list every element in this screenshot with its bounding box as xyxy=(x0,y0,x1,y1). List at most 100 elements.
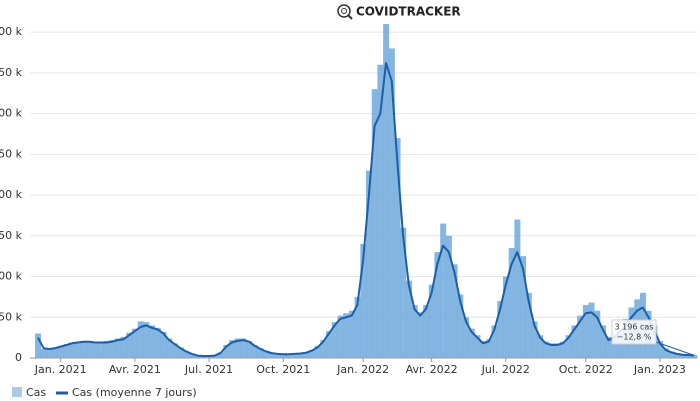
annotation-box xyxy=(611,319,657,345)
bar xyxy=(246,340,253,358)
bar xyxy=(354,296,361,358)
bar xyxy=(166,338,173,358)
bar xyxy=(520,256,527,358)
bar xyxy=(308,349,315,358)
bar xyxy=(40,349,47,358)
bar xyxy=(599,325,606,358)
bar xyxy=(86,340,93,358)
bar xyxy=(286,353,293,358)
bar xyxy=(343,313,350,358)
bar xyxy=(103,340,110,358)
bar xyxy=(291,353,298,358)
bar xyxy=(542,341,549,358)
bar xyxy=(417,312,424,358)
chart-title: COVIDTRACKER xyxy=(356,5,461,19)
bar xyxy=(154,327,161,358)
y-tick-label: 400 k xyxy=(0,25,23,38)
y-tick-label: 300 k xyxy=(0,107,23,120)
bar xyxy=(468,328,475,358)
bar xyxy=(80,340,87,358)
x-tick-label: Jul. 2021 xyxy=(184,363,233,376)
bar xyxy=(405,280,412,358)
bar xyxy=(679,354,686,358)
annotation-text: −12,8 % xyxy=(617,333,652,342)
bar xyxy=(274,353,281,358)
bar xyxy=(674,353,681,358)
bar xyxy=(171,343,178,358)
bar xyxy=(502,276,509,358)
bar xyxy=(320,340,327,358)
bar xyxy=(594,310,601,358)
bar xyxy=(268,352,275,358)
bar xyxy=(160,331,167,358)
bar xyxy=(280,353,287,358)
bar xyxy=(337,315,344,358)
bar xyxy=(97,341,104,358)
bar xyxy=(234,338,241,358)
bar xyxy=(531,321,538,358)
bar xyxy=(394,138,401,358)
bar xyxy=(657,340,664,358)
bar xyxy=(514,219,521,358)
x-tick-label: Oct. 2022 xyxy=(559,363,613,376)
bar xyxy=(400,227,407,358)
bar xyxy=(383,24,390,359)
x-tick-label: Oct. 2021 xyxy=(256,363,310,376)
bar xyxy=(189,353,196,358)
bar xyxy=(223,344,230,358)
logo xyxy=(337,4,353,20)
legend: Cas Cas (moyenne 7 jours) xyxy=(12,386,197,399)
bar xyxy=(331,322,338,358)
x-tick-label: Jul. 2022 xyxy=(481,363,530,376)
bar xyxy=(217,352,224,358)
y-tick-label: 0 xyxy=(15,351,22,364)
annotation-text: 3 196 cas xyxy=(615,323,654,332)
bar xyxy=(137,321,144,358)
y-tick-label: 50 k xyxy=(0,310,23,323)
bar xyxy=(485,339,492,358)
bar xyxy=(440,223,447,358)
y-tick-label: 100 k xyxy=(0,270,23,283)
bar xyxy=(371,89,378,359)
bar xyxy=(451,264,458,358)
bar xyxy=(143,322,150,358)
bar xyxy=(183,351,190,358)
bar xyxy=(577,315,584,358)
annotation-pointer xyxy=(655,341,695,356)
bar xyxy=(149,325,156,358)
series-line xyxy=(37,62,695,357)
bar xyxy=(662,348,669,358)
bar xyxy=(109,340,116,358)
x-tick-label: Jan. 2023 xyxy=(633,363,686,376)
bar xyxy=(132,328,139,358)
bar xyxy=(457,294,464,358)
bar xyxy=(411,305,418,358)
bar xyxy=(508,248,515,358)
bar xyxy=(240,338,247,358)
bar xyxy=(177,347,184,358)
bar xyxy=(229,340,236,358)
legend-label: Cas (moyenne 7 jours) xyxy=(72,386,197,399)
bar xyxy=(263,350,270,358)
bar xyxy=(251,344,258,358)
bar xyxy=(423,305,430,358)
x-tick-label: Avr. 2022 xyxy=(406,363,458,376)
bar xyxy=(46,348,53,358)
bar xyxy=(326,331,333,358)
bar xyxy=(35,333,42,358)
bar xyxy=(560,341,567,358)
bar xyxy=(582,305,589,358)
bar xyxy=(428,284,435,358)
x-tick-label: Jan. 2022 xyxy=(336,363,389,376)
bar xyxy=(548,343,555,358)
bar xyxy=(52,347,59,358)
y-tick-label: 350 k xyxy=(0,66,23,79)
bar xyxy=(126,332,133,358)
bar xyxy=(491,325,498,358)
legend-swatch xyxy=(12,387,22,397)
bar xyxy=(114,338,121,358)
bar xyxy=(537,335,544,358)
bar xyxy=(554,343,561,358)
bar xyxy=(611,334,618,358)
x-tick-label: Avr. 2021 xyxy=(109,363,161,376)
